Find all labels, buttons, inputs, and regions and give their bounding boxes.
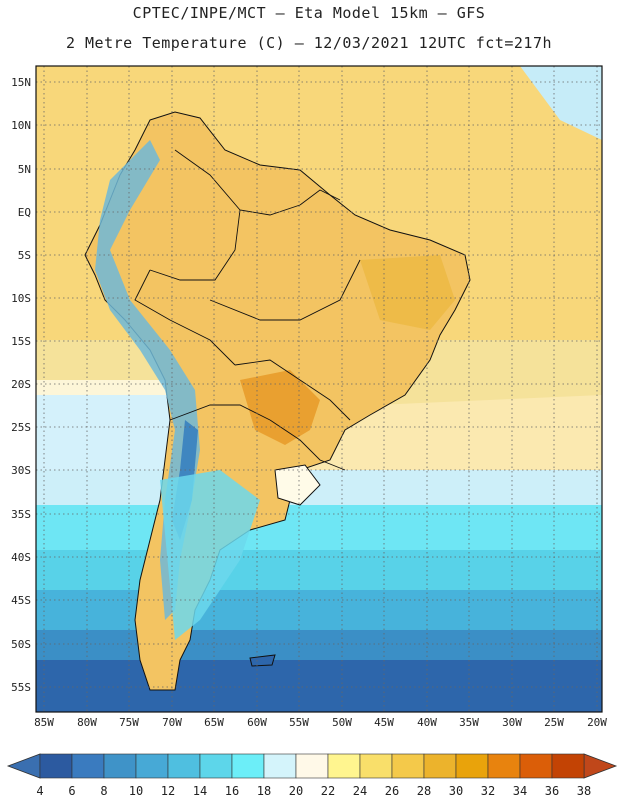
colorbar-tick: 8 xyxy=(100,784,107,798)
patagonia-cool xyxy=(160,470,260,640)
lon-label: 20W xyxy=(587,716,607,729)
lon-label: 45W xyxy=(374,716,394,729)
colorbar-tick: 22 xyxy=(321,784,335,798)
colorbar-swatch xyxy=(39,753,73,779)
lat-label: 40S xyxy=(11,551,31,564)
lat-label: 25S xyxy=(11,421,31,434)
lon-label: 35W xyxy=(459,716,479,729)
colorbar-swatch xyxy=(519,753,553,779)
colorbar-tick: 32 xyxy=(481,784,495,798)
lat-label: 45S xyxy=(11,594,31,607)
colorbar-swatch xyxy=(551,753,585,779)
lat-label: 20S xyxy=(11,378,31,391)
colorbar-tick: 4 xyxy=(36,784,43,798)
colorbar-tick: 10 xyxy=(129,784,143,798)
lat-label: 30S xyxy=(11,464,31,477)
colorbar-tick: 34 xyxy=(513,784,527,798)
hot-interior xyxy=(240,370,320,445)
title-line-1: CPTEC/INPE/MCT – Eta Model 15km – GFS xyxy=(132,4,486,22)
lon-label: 85W xyxy=(34,716,54,729)
colorbar-swatch xyxy=(359,753,393,779)
lat-label: 15S xyxy=(11,335,31,348)
colorbar-high-arrow xyxy=(583,753,618,779)
lat-label: 10S xyxy=(11,292,31,305)
band-mid-blue xyxy=(36,590,602,635)
colorbar-swatch xyxy=(327,753,361,779)
colorbar-tick: 12 xyxy=(161,784,175,798)
colorbar-tick: 30 xyxy=(449,784,463,798)
lon-label: 65W xyxy=(204,716,224,729)
colorbar-swatch xyxy=(231,753,265,779)
colorbar-tick: 24 xyxy=(353,784,367,798)
band-blue xyxy=(36,630,602,665)
lon-label: 55W xyxy=(289,716,309,729)
lat-label: 5N xyxy=(18,163,31,176)
lon-label: 70W xyxy=(162,716,182,729)
lon-label: 40W xyxy=(417,716,437,729)
lat-label: 5S xyxy=(18,249,31,262)
colorbar-low-arrow xyxy=(6,753,41,779)
colorbar-tick: 28 xyxy=(417,784,431,798)
colorbar-tick: 16 xyxy=(225,784,239,798)
band-cyan xyxy=(36,505,602,555)
lon-label: 75W xyxy=(119,716,139,729)
band-cool-pacific xyxy=(36,395,200,470)
band-light-blue xyxy=(36,550,602,595)
colorbar-swatch xyxy=(263,753,297,779)
lon-label: 60W xyxy=(247,716,267,729)
lat-label: 35S xyxy=(11,508,31,521)
colorbar-tick: 36 xyxy=(545,784,559,798)
falklands xyxy=(249,654,276,667)
lat-label: 55S xyxy=(11,681,31,694)
colorbar-swatch xyxy=(71,753,105,779)
band-deep-blue xyxy=(36,660,602,712)
lat-label: 50S xyxy=(11,638,31,651)
map-frame xyxy=(35,65,603,713)
lat-label: 15N xyxy=(11,76,31,89)
uruguay-pale xyxy=(274,464,321,506)
title-line-2: 2 Metre Temperature (C) – 12/03/2021 12U… xyxy=(65,34,553,52)
colorbar-tick: 6 xyxy=(68,784,75,798)
colorbar-swatch xyxy=(423,753,457,779)
colorbar-swatches xyxy=(39,753,585,779)
colorbar-tick: 20 xyxy=(289,784,303,798)
colorbar-swatch xyxy=(391,753,425,779)
lon-label: 25W xyxy=(544,716,564,729)
colorbar-swatch xyxy=(135,753,169,779)
colorbar-swatch xyxy=(487,753,521,779)
colorbar-tick: 18 xyxy=(257,784,271,798)
colorbar-swatch xyxy=(167,753,201,779)
longitude-labels: 85W 80W 75W 70W 65W 60W 55W 50W 45W 40W … xyxy=(34,716,607,729)
atlantic-ne-patch xyxy=(520,66,602,140)
lon-label: 30W xyxy=(502,716,522,729)
lat-label: EQ xyxy=(18,206,31,219)
colorbar-ticks: 4 6 8 10 12 14 16 18 20 22 24 26 28 30 3… xyxy=(36,784,591,798)
colorbar-swatch xyxy=(199,753,233,779)
colorbar-swatch xyxy=(103,753,137,779)
colorbar-tick: 26 xyxy=(385,784,399,798)
colorbar-swatch xyxy=(295,753,329,779)
lon-label: 80W xyxy=(77,716,97,729)
latitude-labels: 15N 10N 5N EQ 5S 10S 15S 20S 25S 30S 35S… xyxy=(11,76,31,694)
lat-label: 10N xyxy=(11,119,31,132)
lon-label: 50W xyxy=(332,716,352,729)
colorbar-tick: 38 xyxy=(577,784,591,798)
colorbar-tick: 14 xyxy=(193,784,207,798)
colorbar-swatch xyxy=(455,753,489,779)
colorbar: 4 6 8 10 12 14 16 18 20 22 24 26 28 30 3… xyxy=(6,753,618,798)
